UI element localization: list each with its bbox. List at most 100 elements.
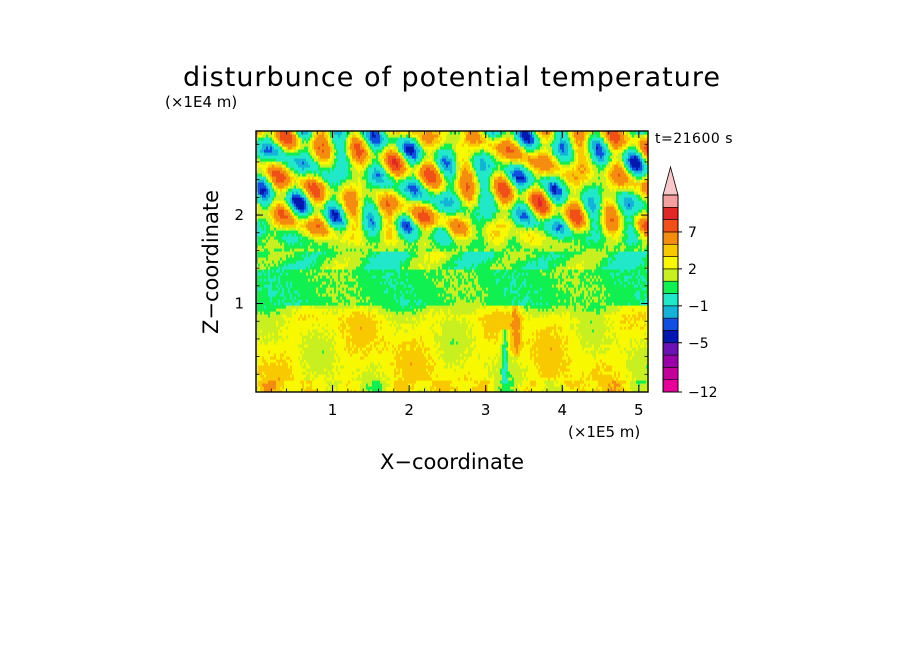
- heatmap-cell: [300, 299, 303, 303]
- heatmap-cell: [320, 272, 323, 276]
- heatmap-cell: [314, 311, 317, 315]
- heatmap-cell: [282, 335, 285, 339]
- heatmap-cell: [276, 254, 279, 258]
- heatmap-cell: [302, 362, 305, 366]
- heatmap-cell: [304, 143, 307, 147]
- heatmap-cell: [278, 152, 281, 156]
- heatmap-cell: [264, 215, 267, 219]
- heatmap-cell: [266, 284, 269, 288]
- heatmap-cell: [266, 383, 269, 387]
- heatmap-cell: [266, 167, 269, 171]
- heatmap-cell: [302, 236, 305, 240]
- heatmap-cell: [276, 296, 279, 300]
- heatmap-cell: [278, 239, 281, 243]
- heatmap-cell: [280, 230, 283, 234]
- heatmap-cell: [290, 194, 293, 198]
- heatmap-cell: [272, 200, 275, 204]
- heatmap-cell: [272, 356, 275, 360]
- heatmap-cell: [272, 236, 275, 240]
- heatmap-cell: [262, 203, 265, 207]
- heatmap-cell: [286, 326, 289, 330]
- heatmap-cell: [282, 137, 285, 141]
- heatmap-cell: [280, 290, 283, 294]
- heatmap-cell: [308, 380, 311, 384]
- heatmap-cell: [308, 188, 311, 192]
- heatmap-cell: [274, 143, 277, 147]
- heatmap-cell: [266, 323, 269, 327]
- heatmap-cell: [294, 236, 297, 240]
- heatmap-cell: [306, 215, 309, 219]
- heatmap-cell: [264, 176, 267, 180]
- heatmap-cell: [276, 377, 279, 381]
- heatmap-cell: [292, 278, 295, 282]
- heatmap-cell: [268, 164, 271, 168]
- heatmap-cell: [294, 263, 297, 267]
- heatmap-cell: [286, 218, 289, 222]
- heatmap-cell: [282, 314, 285, 318]
- heatmap-cell: [276, 167, 279, 171]
- heatmap-cell: [284, 359, 287, 363]
- heatmap-cell: [318, 230, 321, 234]
- heatmap-cell: [268, 203, 271, 207]
- heatmap-cell: [316, 266, 319, 270]
- heatmap-cell: [310, 356, 313, 360]
- heatmap-cell: [306, 278, 309, 282]
- heatmap-cell: [316, 338, 319, 342]
- heatmap-cell: [274, 263, 277, 267]
- heatmap-cell: [274, 260, 277, 264]
- heatmap-cell: [306, 155, 309, 159]
- heatmap-cell: [256, 176, 259, 180]
- heatmap-cell: [306, 305, 309, 309]
- heatmap-cell: [280, 299, 283, 303]
- heatmap-cell: [308, 320, 311, 324]
- heatmap-cell: [298, 296, 301, 300]
- heatmap-cell: [300, 197, 303, 201]
- heatmap-cell: [294, 206, 297, 210]
- heatmap-cell: [280, 203, 283, 207]
- heatmap-cell: [306, 131, 309, 135]
- heatmap-cell: [318, 188, 321, 192]
- heatmap-cell: [306, 368, 309, 372]
- heatmap-cell: [318, 287, 321, 291]
- heatmap-cell: [280, 350, 283, 354]
- heatmap-cell: [314, 287, 317, 291]
- heatmap-cell: [264, 182, 267, 186]
- heatmap-cell: [274, 308, 277, 312]
- heatmap-cell: [294, 359, 297, 363]
- heatmap-cell: [314, 359, 317, 363]
- heatmap-cell: [296, 365, 299, 369]
- heatmap-cell: [258, 137, 261, 141]
- heatmap-cell: [302, 374, 305, 378]
- heatmap-cell: [294, 278, 297, 282]
- heatmap-cell: [306, 365, 309, 369]
- heatmap-cell: [272, 182, 275, 186]
- heatmap-cell: [258, 254, 261, 258]
- heatmap-cell: [276, 347, 279, 351]
- heatmap-cell: [284, 365, 287, 369]
- heatmap-cell: [308, 230, 311, 234]
- heatmap-cell: [256, 377, 259, 381]
- heatmap-cell: [282, 359, 285, 363]
- heatmap-cell: [256, 134, 259, 138]
- heatmap-cell: [310, 254, 313, 258]
- heatmap-cell: [310, 281, 313, 285]
- heatmap-cell: [292, 236, 295, 240]
- heatmap-cell: [274, 155, 277, 159]
- heatmap-cell: [308, 164, 311, 168]
- heatmap-cell: [278, 365, 281, 369]
- heatmap-cell: [264, 314, 267, 318]
- heatmap-cell: [270, 242, 273, 246]
- heatmap-cell: [264, 203, 267, 207]
- heatmap-cell: [292, 227, 295, 231]
- heatmap-cell: [300, 236, 303, 240]
- heatmap-cell: [276, 257, 279, 261]
- heatmap-cell: [270, 188, 273, 192]
- heatmap-cell: [298, 290, 301, 294]
- heatmap-cell: [288, 182, 291, 186]
- heatmap-cell: [304, 218, 307, 222]
- heatmap-cell: [310, 131, 313, 135]
- heatmap-cell: [314, 284, 317, 288]
- heatmap-cell: [310, 203, 313, 207]
- heatmap-cell: [304, 194, 307, 198]
- heatmap-cell: [260, 170, 263, 174]
